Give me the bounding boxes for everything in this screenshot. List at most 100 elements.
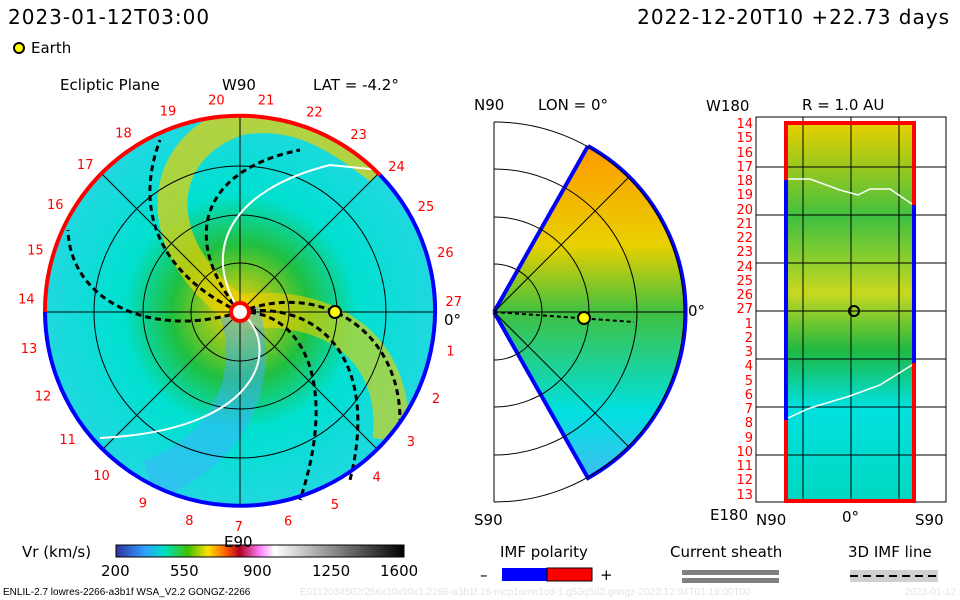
ecliptic-title: Ecliptic Plane (60, 76, 160, 94)
carrington-label: 1 (446, 344, 454, 359)
imf-minus: – (480, 566, 488, 584)
map-y-label: 14 (736, 117, 753, 132)
map-y-label: 27 (736, 302, 753, 318)
map-y-label: 3 (744, 345, 753, 360)
map-y-label: 20 (736, 202, 753, 218)
carrington-label: 2 (432, 392, 440, 407)
imf-positive-swatch (546, 567, 593, 582)
earth-marker-map-icon (848, 305, 860, 317)
vr-tick: 200 (101, 562, 130, 580)
map-x-label-s90: S90 (915, 511, 944, 529)
map-y-label: 16 (736, 145, 753, 161)
carrington-label: 11 (59, 433, 76, 448)
run-id: E0112034502/256x30x90x1.2266-a3b1f.16-mc… (300, 587, 751, 598)
map-y-label: 9 (744, 430, 753, 446)
carrington-label: 15 (27, 243, 44, 258)
meridional-bottom-label: S90 (474, 511, 503, 529)
earth-legend-icon (13, 42, 25, 54)
earth-legend-label: Earth (31, 39, 72, 57)
map-y-label: 1 (744, 316, 753, 332)
carrington-label: 9 (139, 497, 147, 512)
vr-tick: 1600 (380, 562, 419, 580)
sun-icon (229, 301, 251, 323)
earth-marker-icon (328, 305, 342, 319)
carrington-label: 10 (93, 469, 110, 484)
imf-plus: + (600, 566, 613, 584)
ecliptic-lat: LAT = -4.2° (313, 76, 399, 94)
meridional-top-label: N90 (474, 96, 505, 114)
run-date: 2023-01-12 (904, 587, 956, 598)
map-y-label: 21 (736, 216, 753, 232)
polarity-ring-negative (43, 173, 437, 508)
current-sheath (222, 163, 381, 313)
imf-lines (66, 139, 402, 501)
vr-tick: 1250 (312, 562, 351, 580)
carrington-label: 26 (437, 246, 454, 261)
map-y-label: 2 (744, 330, 753, 346)
map-y-label: 13 (736, 487, 753, 503)
carrington-label: 27 (445, 295, 462, 310)
map-x-label-0: 0° (842, 508, 860, 526)
map-x-label-n90: N90 (756, 511, 787, 529)
map-y-label: 25 (736, 273, 753, 289)
map-y-label: 23 (736, 245, 753, 261)
meridional-right-label: 0° (688, 302, 706, 320)
carrington-label: 21 (258, 94, 275, 109)
map-y-label: 5 (744, 373, 753, 389)
carrington-label: 24 (388, 160, 405, 175)
carrington-label: 8 (185, 514, 193, 529)
earth-marker-meridional-icon (577, 311, 591, 325)
carrington-label: 12 (35, 390, 52, 405)
carrington-label: 16 (47, 198, 64, 213)
meridional-title: LON = 0° (538, 96, 608, 114)
vr-colorbar (115, 544, 405, 558)
carrington-label: 6 (284, 515, 292, 530)
map-y-label: 26 (736, 288, 753, 303)
carrington-label: 18 (115, 127, 132, 142)
map-bottom-label: E180 (710, 506, 749, 524)
carrington-label: 13 (21, 342, 38, 357)
imf-polarity-label: IMF polarity (500, 543, 588, 561)
carrington-label: 17 (77, 158, 94, 173)
current-time: 2023-01-12T03:00 (8, 5, 211, 29)
vr-tick: 550 (170, 562, 199, 580)
map-y-label: 7 (744, 402, 753, 417)
polarity-ring-positive (42, 113, 382, 313)
map-y-label: 24 (736, 259, 753, 275)
sphere-map-panel (755, 116, 947, 503)
map-y-label: 4 (744, 359, 753, 375)
carrington-label: 7 (235, 520, 243, 535)
map-y-label: 11 (736, 459, 753, 474)
carrington-label: 20 (208, 93, 225, 108)
map-title: R = 1.0 AU (802, 96, 885, 114)
sheath-swatch (682, 570, 779, 575)
map-y-label: 10 (736, 444, 753, 460)
map-y-label: 22 (736, 231, 753, 246)
current-sheath-label: Current sheath (670, 543, 783, 561)
vr-tick: 900 (243, 562, 272, 580)
vr-label: Vr (km/s) (22, 543, 92, 561)
ecliptic-bottom-label: E90 (224, 533, 253, 551)
reference-time: 2022-12-20T10 +22.73 days (637, 5, 950, 29)
map-y-label: 8 (744, 416, 753, 432)
imf-line-label: 3D IMF line (848, 543, 932, 561)
ecliptic-right-label: 0° (444, 311, 462, 329)
ecliptic-plane-panel (42, 113, 437, 508)
carrington-label: 14 (18, 292, 35, 307)
map-y-label: 15 (736, 131, 753, 147)
map-y-label: 6 (744, 387, 753, 403)
ecliptic-top-label: W90 (222, 76, 256, 94)
carrington-label: 23 (350, 128, 367, 143)
map-y-label: 18 (736, 174, 753, 189)
meridional-panel (492, 121, 688, 503)
carrington-label: 3 (407, 435, 415, 450)
map-y-label: 12 (736, 473, 753, 489)
map-y-label: 19 (736, 188, 753, 204)
carrington-label: 19 (160, 104, 177, 119)
map-top-label: W180 (706, 97, 750, 115)
carrington-label: 4 (372, 471, 380, 486)
model-info: ENLIL-2.7 lowres-2266-a3b1f WSA_V2.2 GON… (3, 587, 251, 598)
imf-negative-swatch (502, 568, 547, 581)
